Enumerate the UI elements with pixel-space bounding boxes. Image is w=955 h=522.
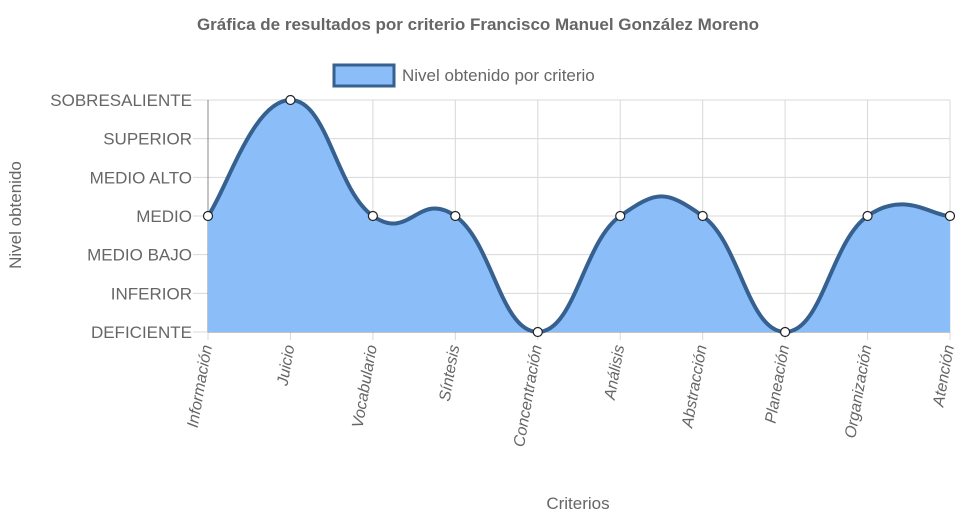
x-tick-label: Abstracción bbox=[679, 344, 710, 430]
y-tick-label: MEDIO bbox=[136, 207, 192, 226]
data-point-8 bbox=[780, 326, 791, 338]
area-layer bbox=[206, 98, 951, 334]
data-point-2 bbox=[285, 94, 296, 106]
y-tick-label: SUPERIOR bbox=[103, 130, 192, 149]
data-point-10 bbox=[944, 210, 955, 222]
x-axis-title: Criterios bbox=[546, 494, 609, 513]
data-point-4 bbox=[450, 210, 461, 222]
x-tick-label: Vocabulario bbox=[350, 344, 381, 430]
y-axis-title: Nivel obtenido bbox=[6, 161, 25, 269]
x-tick-label: Planeación bbox=[763, 344, 794, 425]
x-tick-label: Síntesis bbox=[437, 344, 464, 403]
y-tick-label: MEDIO ALTO bbox=[90, 168, 192, 187]
chart-title: Gráfica de resultados por criterio Franc… bbox=[197, 15, 759, 34]
x-tick-label: Organización bbox=[842, 344, 875, 440]
y-tick-label: MEDIO BAJO bbox=[87, 246, 192, 265]
legend-swatch[interactable] bbox=[332, 63, 396, 88]
y-tick-label: DEFICIENTE bbox=[91, 323, 192, 342]
y-tick-label: INFERIOR bbox=[111, 284, 192, 303]
y-tick-label: SOBRESALIENTE bbox=[50, 91, 192, 110]
data-point-1 bbox=[202, 210, 214, 222]
x-tick-label: Información bbox=[185, 344, 216, 429]
x-tick-label: Atención bbox=[930, 344, 955, 409]
data-point-7 bbox=[697, 210, 708, 222]
legend-label[interactable]: Nivel obtenido por criterio bbox=[402, 66, 595, 85]
series-area bbox=[208, 100, 950, 332]
points bbox=[202, 94, 955, 338]
series-line bbox=[206, 98, 951, 334]
data-point-3 bbox=[367, 210, 378, 222]
x-tick-label: Juicio bbox=[274, 344, 298, 388]
x-tick-label: Análisis bbox=[602, 344, 628, 402]
y-axis-ticks: DEFICIENTE INFERIOR MEDIO BAJO MEDIO MEDIO A… bbox=[50, 91, 192, 342]
x-tick-label: Concentración bbox=[511, 344, 546, 449]
data-point-6 bbox=[615, 210, 626, 222]
x-axis-ticks: Información Juicio Vocabulario Síntesis Conc… bbox=[185, 344, 955, 449]
data-point-9 bbox=[862, 210, 873, 222]
legend[interactable]: Nivel obtenido por criterio bbox=[332, 63, 595, 88]
data-point-5 bbox=[532, 326, 543, 338]
